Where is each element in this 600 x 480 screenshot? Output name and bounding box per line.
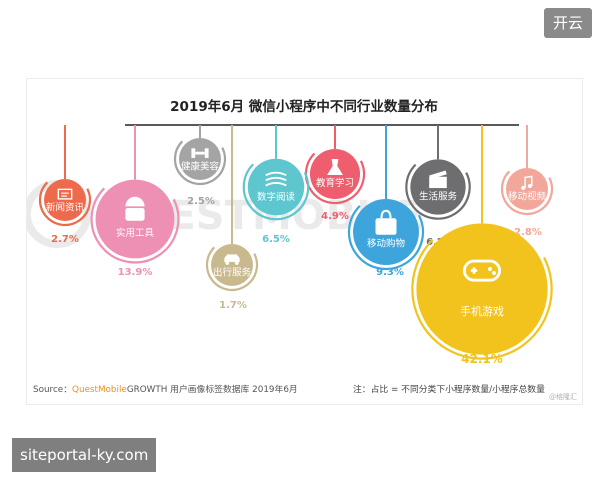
bubble-label: 移动视频 [508, 190, 547, 202]
bubble-10: 移动视频 2.8% [500, 125, 554, 238]
bubble-label: 移动购物 [367, 238, 406, 250]
chart-frame: QUESTMOBILE 2019年6月 微信小程序中不同行业数量分布 出行服务 1… [23, 78, 583, 405]
bubble-6: 教育学习 4.9% [304, 125, 366, 222]
news-icon [57, 188, 73, 200]
bubble-ring [173, 140, 227, 186]
chart-title: 2019年6月 微信小程序中不同行业数量分布 [170, 98, 438, 115]
bubble-9: 手机游戏 42.1% [411, 125, 553, 366]
bubble-value: 42.1% [461, 352, 503, 366]
bubble-label: 数字阅读 [257, 191, 296, 203]
bubble-value: 6.5% [262, 234, 290, 245]
bag-icon [375, 209, 397, 235]
watermark-text: @格隆汇 [549, 392, 577, 401]
bubble-ring [405, 163, 471, 220]
bubble-value: 2.7% [51, 234, 79, 245]
footer-site-link[interactable]: siteportal-ky.com [12, 438, 157, 472]
bubble-label: 新闻资讯 [46, 201, 85, 213]
bubble-ring [242, 163, 310, 221]
bubble-5: 数字阅读 6.5% [242, 125, 310, 245]
dress-icon [327, 159, 343, 175]
bubble-label: 生活服务 [419, 191, 458, 203]
bubble-label: 教育学习 [316, 177, 354, 189]
bubble-3: 健康美容 2.5% [173, 125, 227, 207]
book-icon [265, 171, 287, 187]
bubble-ring [90, 187, 180, 264]
android-icon [125, 196, 145, 221]
bubble-ring [347, 205, 424, 271]
bubble-circle [506, 168, 548, 210]
bubble-ring [205, 246, 259, 292]
bubble-value: 1.7% [219, 300, 247, 311]
bubble-ring [500, 170, 554, 216]
bubble-value: 2.5% [187, 196, 215, 207]
bubble-circle [44, 179, 86, 221]
bubble-value: 4.9% [321, 211, 349, 222]
bubbles-layer: 出行服务 1.7% 健康美容 2.5% 新闻资讯 2.7% 移动视频 2.8% 教育学习 4.9%… [38, 125, 554, 366]
bubble-label: 手机游戏 [460, 304, 504, 318]
bubble-label: 出行服务 [213, 266, 252, 278]
bubble-circle [179, 138, 221, 180]
music-icon [521, 175, 533, 190]
bubble-label: 健康美容 [181, 160, 220, 172]
bubble-circle [211, 244, 253, 286]
bubble-circle [416, 223, 548, 355]
gamepad-icon [462, 259, 502, 282]
bubble-value: 13.9% [118, 267, 153, 278]
bubble-1: 新闻资讯 2.7% [38, 125, 92, 245]
bubble-label: 实用工具 [116, 227, 155, 239]
bubble-circle [247, 158, 305, 216]
bubble-7: 移动购物 9.3% [347, 125, 424, 278]
bubble-ring [411, 238, 553, 360]
bubble-ring [304, 152, 366, 205]
chart-source: Source：QuestMobileGROWTH 用户画像标签数据库 2019年… [33, 383, 298, 395]
clapper-icon [429, 170, 447, 189]
chart-note: 注：占比 = 不同分类下小程序数量/小程序总数量 [353, 383, 545, 395]
bubble-4: 出行服务 1.7% [205, 125, 259, 311]
bubble-ring [38, 181, 92, 227]
car-icon [224, 254, 240, 265]
kaiyun-button[interactable]: 开云 [544, 8, 592, 38]
bubble-2: 实用工具 13.9% [90, 125, 180, 278]
bubble-value: 2.8% [514, 227, 542, 238]
dumbbell-icon [191, 148, 209, 158]
bubble-chart: QUESTMOBILE 2019年6月 微信小程序中不同行业数量分布 出行服务1… [23, 98, 577, 401]
bubble-value: 9.3% [376, 267, 404, 278]
